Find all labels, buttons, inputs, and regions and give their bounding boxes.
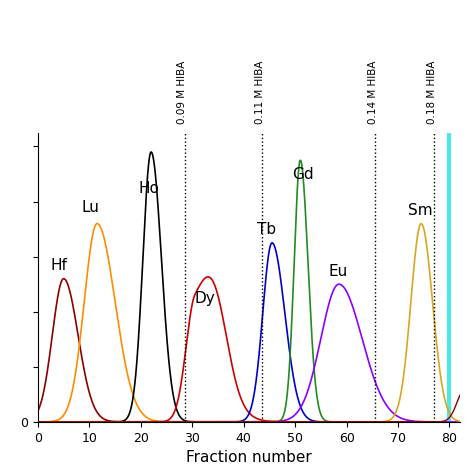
Text: Tb: Tb [256,222,276,237]
Text: 0.11 M HIBA: 0.11 M HIBA [255,61,264,125]
Text: Dy: Dy [195,291,216,306]
Text: Gd: Gd [292,167,314,182]
Text: 0.18 M HIBA: 0.18 M HIBA [427,61,437,125]
Text: Hf: Hf [51,258,68,273]
Text: 0.09 M HIBA: 0.09 M HIBA [177,61,188,125]
Text: Sm: Sm [408,203,433,218]
Text: 0.14 M HIBA: 0.14 M HIBA [368,61,378,125]
Text: Ho: Ho [138,181,159,196]
X-axis label: Fraction number: Fraction number [186,450,312,465]
Text: Lu: Lu [82,201,100,215]
Text: Eu: Eu [328,264,348,279]
